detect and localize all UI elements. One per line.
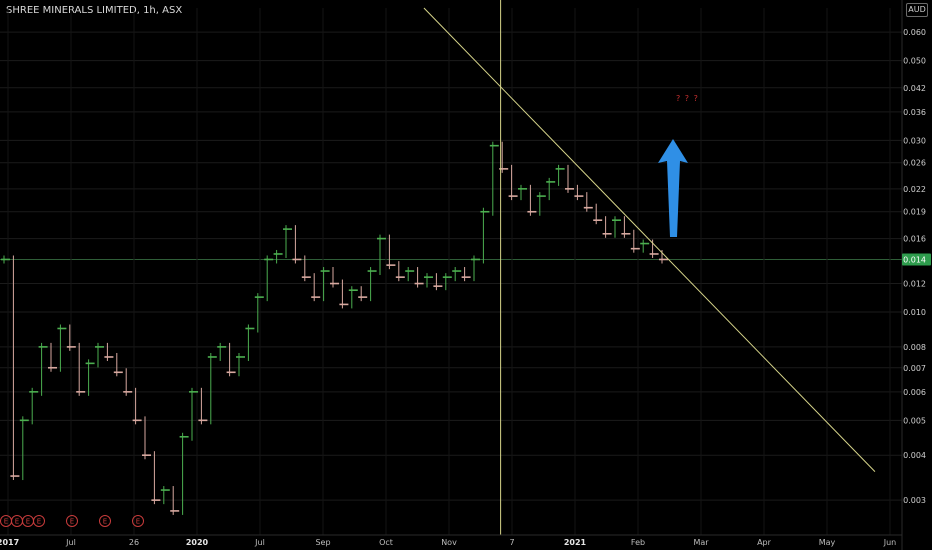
earnings-badge-label: E — [37, 518, 41, 526]
time-tick-label: 2020 — [186, 538, 209, 547]
time-tick-label: Jul — [65, 538, 76, 547]
time-tick-label: 2017 — [0, 538, 19, 547]
time-tick-label: Apr — [757, 538, 772, 547]
price-tick-label: 0.022 — [903, 185, 926, 194]
price-tick-label: 0.030 — [903, 136, 926, 145]
price-tick-label: 0.003 — [903, 496, 926, 505]
price-tick-label: 0.026 — [903, 159, 926, 168]
up-arrow-icon[interactable] — [658, 139, 688, 237]
currency-button[interactable]: AUD — [906, 3, 928, 17]
earnings-badge-label: E — [15, 518, 19, 526]
time-tick-label: 2021 — [564, 538, 587, 547]
chart-title: SHREE MINERALS LIMITED, 1h, ASX — [6, 5, 183, 16]
drawing-overlay — [423, 0, 876, 535]
last-price-label: 0.014 — [903, 255, 926, 264]
time-tick-label: Oct — [379, 538, 393, 547]
price-tick-label: 0.060 — [903, 28, 926, 37]
price-axis[interactable]: 0.060 0.050 0.042 0.036 0.030 0.026 0.022 0.019… — [901, 0, 931, 550]
earnings-badge[interactable] — [33, 515, 45, 527]
price-tick-label: 0.004 — [903, 451, 926, 460]
price-tick-label: 0.036 — [903, 108, 926, 117]
price-tick-label: 0.005 — [903, 416, 926, 425]
price-tick-label: 0.008 — [903, 343, 926, 352]
time-tick-label: 26 — [129, 538, 139, 547]
price-tick-label: 0.007 — [903, 364, 926, 373]
time-tick-label: Sep — [315, 538, 330, 547]
earnings-badge-label: E — [103, 518, 107, 526]
time-tick-label: Mar — [693, 538, 709, 547]
earnings-badge[interactable] — [99, 515, 111, 527]
time-tick-label: Jun — [883, 538, 897, 547]
price-tick-label: 0.010 — [903, 308, 926, 317]
price-bars — [1, 141, 668, 515]
price-tick-label: 0.006 — [903, 388, 926, 397]
price-tick-label: 0.042 — [903, 84, 926, 93]
time-axis[interactable]: 2017 Jul 26 2020 Jul Sep Oct Nov 7 2021 Feb Mar Apr M… — [0, 515, 902, 548]
price-tick-label: 0.019 — [903, 208, 926, 217]
earnings-badge-label: E — [136, 518, 140, 526]
question-marks-note: ? ? ? — [676, 94, 699, 103]
price-tick-label: 0.012 — [903, 280, 926, 289]
time-tick-label: Nov — [441, 538, 457, 547]
time-tick-label: Feb — [631, 538, 645, 547]
time-tick-label: May — [819, 538, 836, 547]
time-tick-label: 7 — [509, 538, 514, 547]
price-tick-label: 0.050 — [903, 57, 926, 66]
downtrend-line[interactable] — [423, 7, 876, 472]
earnings-badge-label: E — [70, 518, 74, 526]
earnings-badge-label: E — [26, 518, 30, 526]
earnings-badge-label: E — [4, 518, 8, 526]
price-tick-label: 0.016 — [903, 235, 926, 244]
earnings-badge[interactable] — [66, 515, 78, 527]
last-price-badge — [902, 253, 931, 266]
earnings-badge[interactable] — [132, 515, 144, 527]
time-tick-label: Jul — [254, 538, 265, 547]
grid-lines — [0, 8, 902, 535]
